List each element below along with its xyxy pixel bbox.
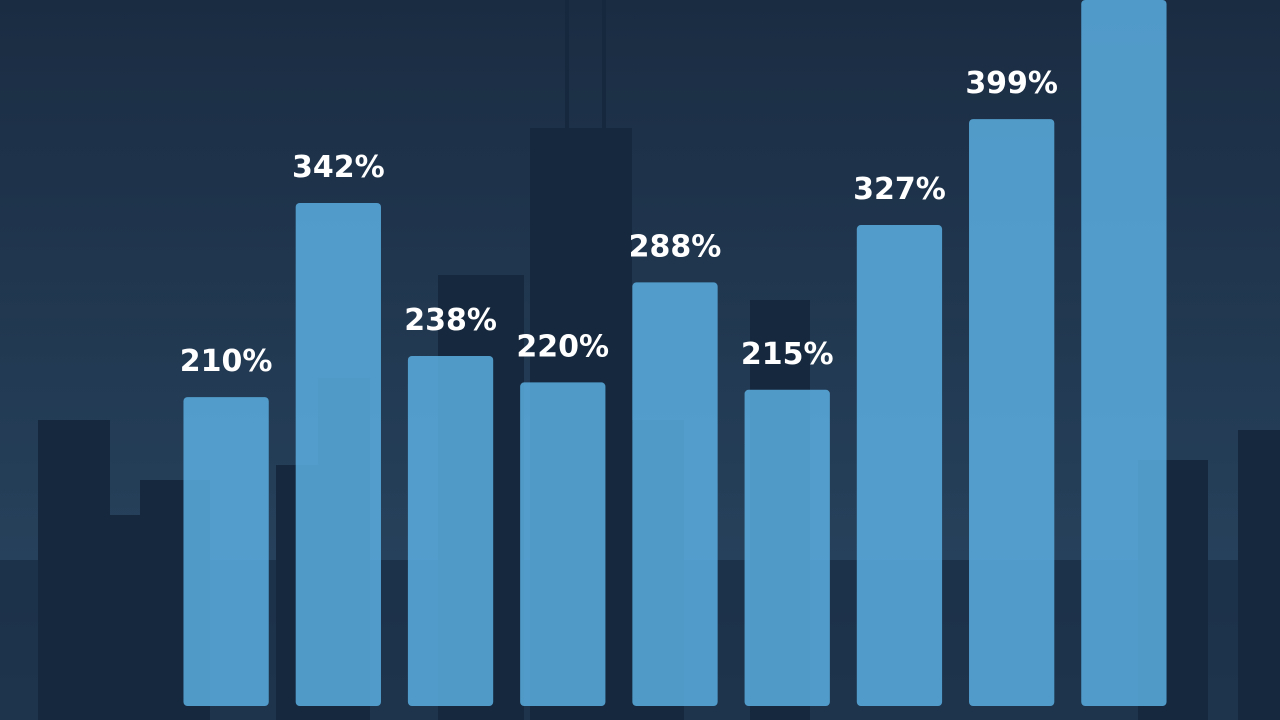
value-label: 327%	[853, 172, 946, 207]
bar	[856, 225, 943, 706]
bar	[520, 382, 606, 706]
value-label: 288%	[629, 229, 722, 264]
bar	[295, 202, 381, 706]
value-label: 210%	[180, 344, 273, 379]
value-label: 342%	[292, 150, 385, 185]
bar	[969, 119, 1055, 706]
bar	[407, 355, 494, 706]
value-label: 399%	[965, 66, 1058, 101]
bar	[744, 389, 830, 706]
bar	[632, 282, 718, 706]
value-label: 238%	[404, 303, 497, 338]
value-label: 220%	[516, 329, 609, 364]
bar	[1081, 0, 1167, 706]
value-label: 215%	[741, 337, 834, 372]
bar	[183, 397, 269, 706]
